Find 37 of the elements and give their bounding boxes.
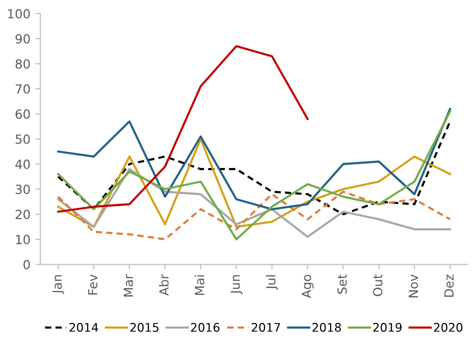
x-tick-label: Nov [408,274,418,298]
y-tick-label: 0 [24,260,30,270]
x-tick-label: Set [337,274,347,294]
legend-label: 2020 [434,322,462,332]
y-tick-label: 90 [16,34,30,44]
x-tick-label: Jun [230,275,242,294]
legend-label: 2018 [312,322,341,332]
legend-label: 2014 [70,322,98,332]
line-series [57,110,452,240]
y-tick-label: 20 [16,210,30,220]
x-tick-label: Abr [159,274,169,296]
x-tick-label: Ago [302,274,314,298]
y-tick-label: 40 [15,160,30,170]
line-series [57,138,452,228]
legend-label: 2017 [252,322,280,332]
y-tick-label: 60 [16,109,30,119]
y-tick-label: 80 [16,59,30,69]
x-tick-label: Jul [266,275,278,290]
y-tick-label: 100 [8,9,30,18]
y-tick-label: 50 [16,134,30,144]
x-tick-label: Jan [52,275,64,294]
x-tick-label: Dez [444,274,454,297]
y-tick-label: 10 [16,234,30,244]
x-tick-label: Fev [88,274,98,295]
line-series [57,120,452,216]
line-series [57,190,452,240]
line-series [57,45,309,213]
line-series [57,108,452,210]
legend-label: 2019 [373,322,402,332]
x-tick-label: Mai [194,275,204,295]
y-tick-label: 30 [16,184,30,194]
x-tick-label: Out [372,274,382,296]
x-tick-label: Mar [124,274,134,296]
y-tick-label: 70 [16,84,30,94]
line-series [57,168,452,238]
legend-label: 2016 [191,322,220,332]
legend-label: 2015 [130,322,158,332]
